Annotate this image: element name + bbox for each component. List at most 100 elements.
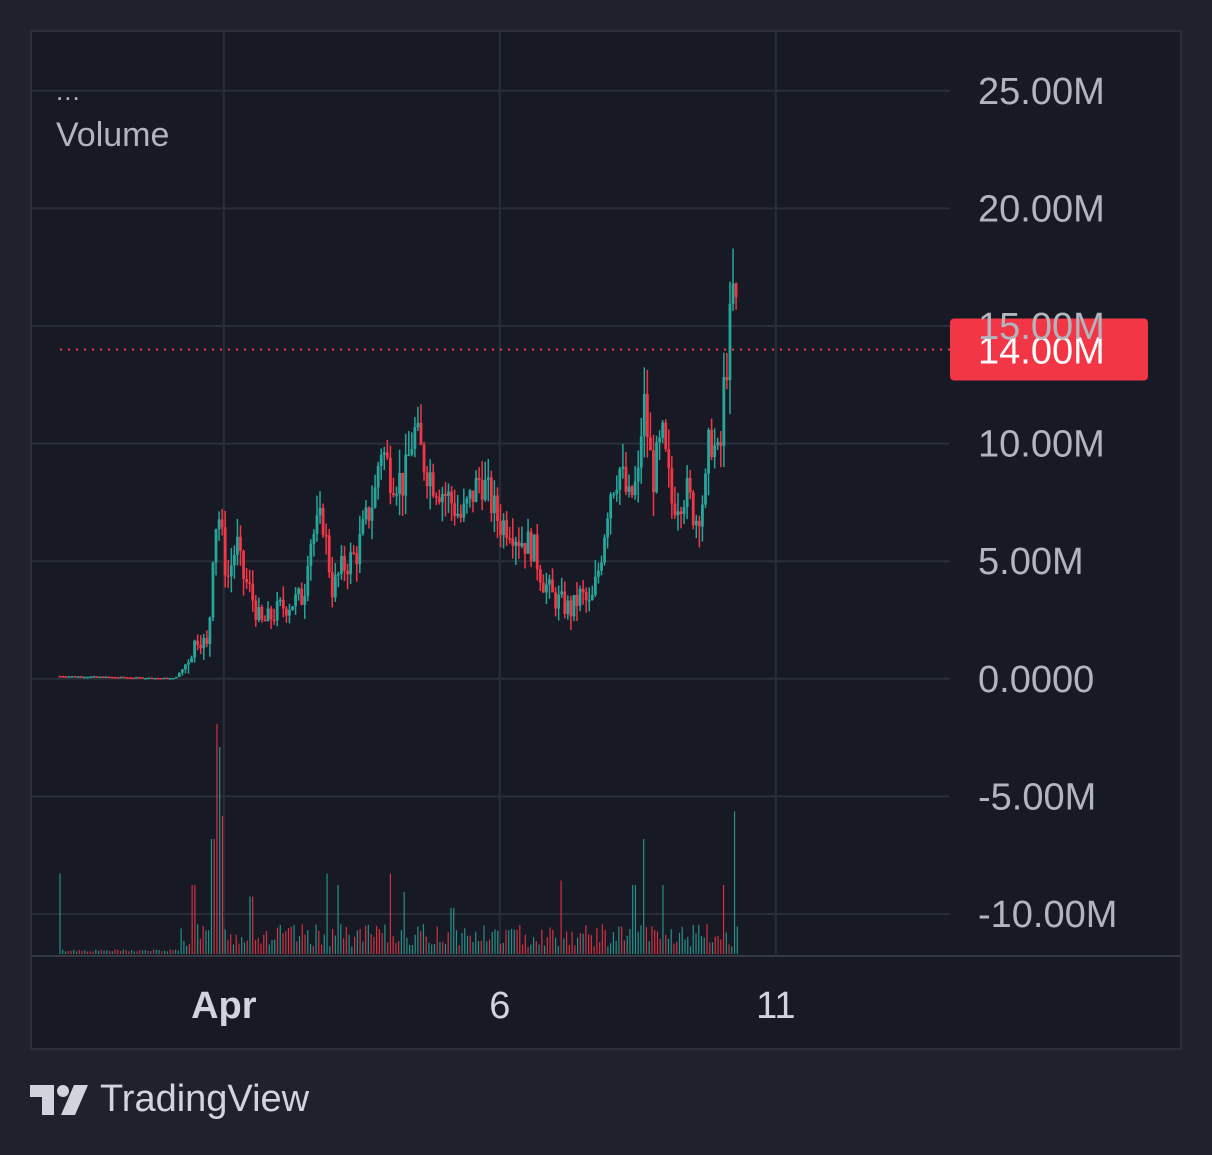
candle-body	[333, 574, 337, 598]
candle-body	[716, 442, 720, 446]
chart-canvas[interactable]: 14.00M 25.00M 20.00M 15.00M 10.00M 5.00M 0.00…	[32, 32, 1180, 1048]
candle-body	[590, 594, 594, 600]
candle-body	[193, 640, 197, 658]
candle-body	[196, 640, 200, 645]
price-axis[interactable]: 25.00M 20.00M 15.00M 10.00M 5.00M 0.0000 -5.00…	[978, 71, 1117, 936]
last-price-tag-label: 14.00M	[978, 331, 1105, 373]
candle-body	[398, 472, 401, 495]
candle-body	[621, 466, 625, 469]
candle-body	[190, 657, 193, 663]
candle-body	[652, 450, 655, 493]
candle-body	[340, 555, 343, 574]
candle-body	[468, 490, 472, 499]
candle-body	[153, 677, 157, 680]
candle-body	[441, 494, 444, 503]
candle-body	[636, 467, 640, 482]
candle-body	[685, 477, 689, 508]
price-line-layer: 14.00M	[60, 318, 1148, 381]
candle-body	[251, 583, 255, 601]
candle-body	[297, 588, 301, 595]
candle-body	[664, 422, 668, 450]
candle-body	[462, 503, 466, 518]
candle-body	[667, 449, 671, 469]
candle-body	[327, 535, 331, 573]
candle-body	[719, 442, 723, 446]
candle-body	[324, 534, 328, 537]
candle-body	[205, 638, 209, 644]
candle-body	[688, 477, 692, 493]
candle-body	[392, 492, 395, 496]
candle-body	[694, 520, 698, 526]
candle-body	[416, 422, 420, 428]
candle-body	[545, 584, 548, 593]
candle-body	[275, 600, 279, 621]
candle-layer	[58, 248, 738, 680]
candle-body	[477, 477, 481, 481]
candle-body	[471, 490, 475, 502]
candle-body	[551, 579, 554, 593]
candle-body	[254, 600, 258, 620]
candle-body	[177, 672, 181, 677]
time-axis-tick-label: 6	[489, 985, 510, 1027]
candle-body	[450, 491, 453, 504]
candle-body	[223, 527, 227, 576]
grid-layer	[32, 32, 1180, 957]
price-axis-tick-label: 20.00M	[978, 188, 1105, 230]
candle-body	[609, 494, 613, 519]
time-axis[interactable]: Apr 6 11	[191, 985, 795, 1027]
candle-body	[655, 442, 658, 493]
candle-body	[171, 677, 175, 680]
candle-body	[661, 422, 665, 438]
candle-body	[486, 477, 490, 480]
candle-body	[321, 507, 325, 535]
candle-body	[612, 493, 616, 496]
candle-body	[76, 676, 80, 678]
candle-body	[211, 562, 215, 618]
candle-body	[538, 569, 542, 583]
candle-body	[343, 555, 346, 571]
tradingview-brand[interactable]: TradingView	[30, 1078, 309, 1121]
candle-body	[508, 537, 512, 540]
candle-body	[64, 676, 68, 678]
candle-body	[229, 565, 233, 577]
candle-body	[242, 550, 245, 579]
candle-body	[330, 572, 334, 598]
candle-body	[407, 454, 411, 457]
candle-body	[346, 570, 349, 575]
candle-body	[214, 529, 218, 563]
price-axis-tick-label: 0.0000	[978, 659, 1094, 701]
candle-body	[529, 531, 533, 562]
candle-body	[541, 582, 545, 593]
candle-body	[278, 599, 282, 602]
candle-body	[128, 677, 132, 679]
candle-body	[627, 486, 631, 492]
candle-body	[511, 538, 515, 546]
candle-body	[587, 599, 591, 602]
candle-body	[70, 676, 74, 678]
price-axis-tick-label: -5.00M	[978, 776, 1096, 818]
candle-body	[232, 554, 236, 566]
candle-body	[593, 576, 597, 595]
candle-body	[349, 552, 353, 575]
candle-body	[728, 303, 732, 381]
candle-body	[370, 507, 374, 521]
candle-body	[496, 495, 499, 522]
candle-body	[236, 536, 239, 555]
candle-body	[245, 578, 249, 583]
candle-body	[615, 489, 619, 494]
candle-body	[437, 497, 441, 503]
candle-body	[645, 394, 649, 438]
candle-body	[434, 495, 438, 498]
candle-body	[217, 519, 221, 530]
candle-body	[202, 638, 206, 649]
time-axis-tick-label: 11	[756, 985, 795, 1027]
legend-menu-dots[interactable]: ...	[56, 76, 81, 106]
candle-body	[291, 606, 294, 610]
candle-body	[355, 553, 359, 565]
candle-body	[89, 676, 92, 678]
candle-body	[272, 619, 276, 622]
candle-body	[606, 518, 609, 538]
candle-body	[220, 519, 224, 528]
chart-frame[interactable]: 14.00M 25.00M 20.00M 15.00M 10.00M 5.00M 0.00…	[30, 30, 1182, 1050]
candle-body	[578, 588, 582, 606]
